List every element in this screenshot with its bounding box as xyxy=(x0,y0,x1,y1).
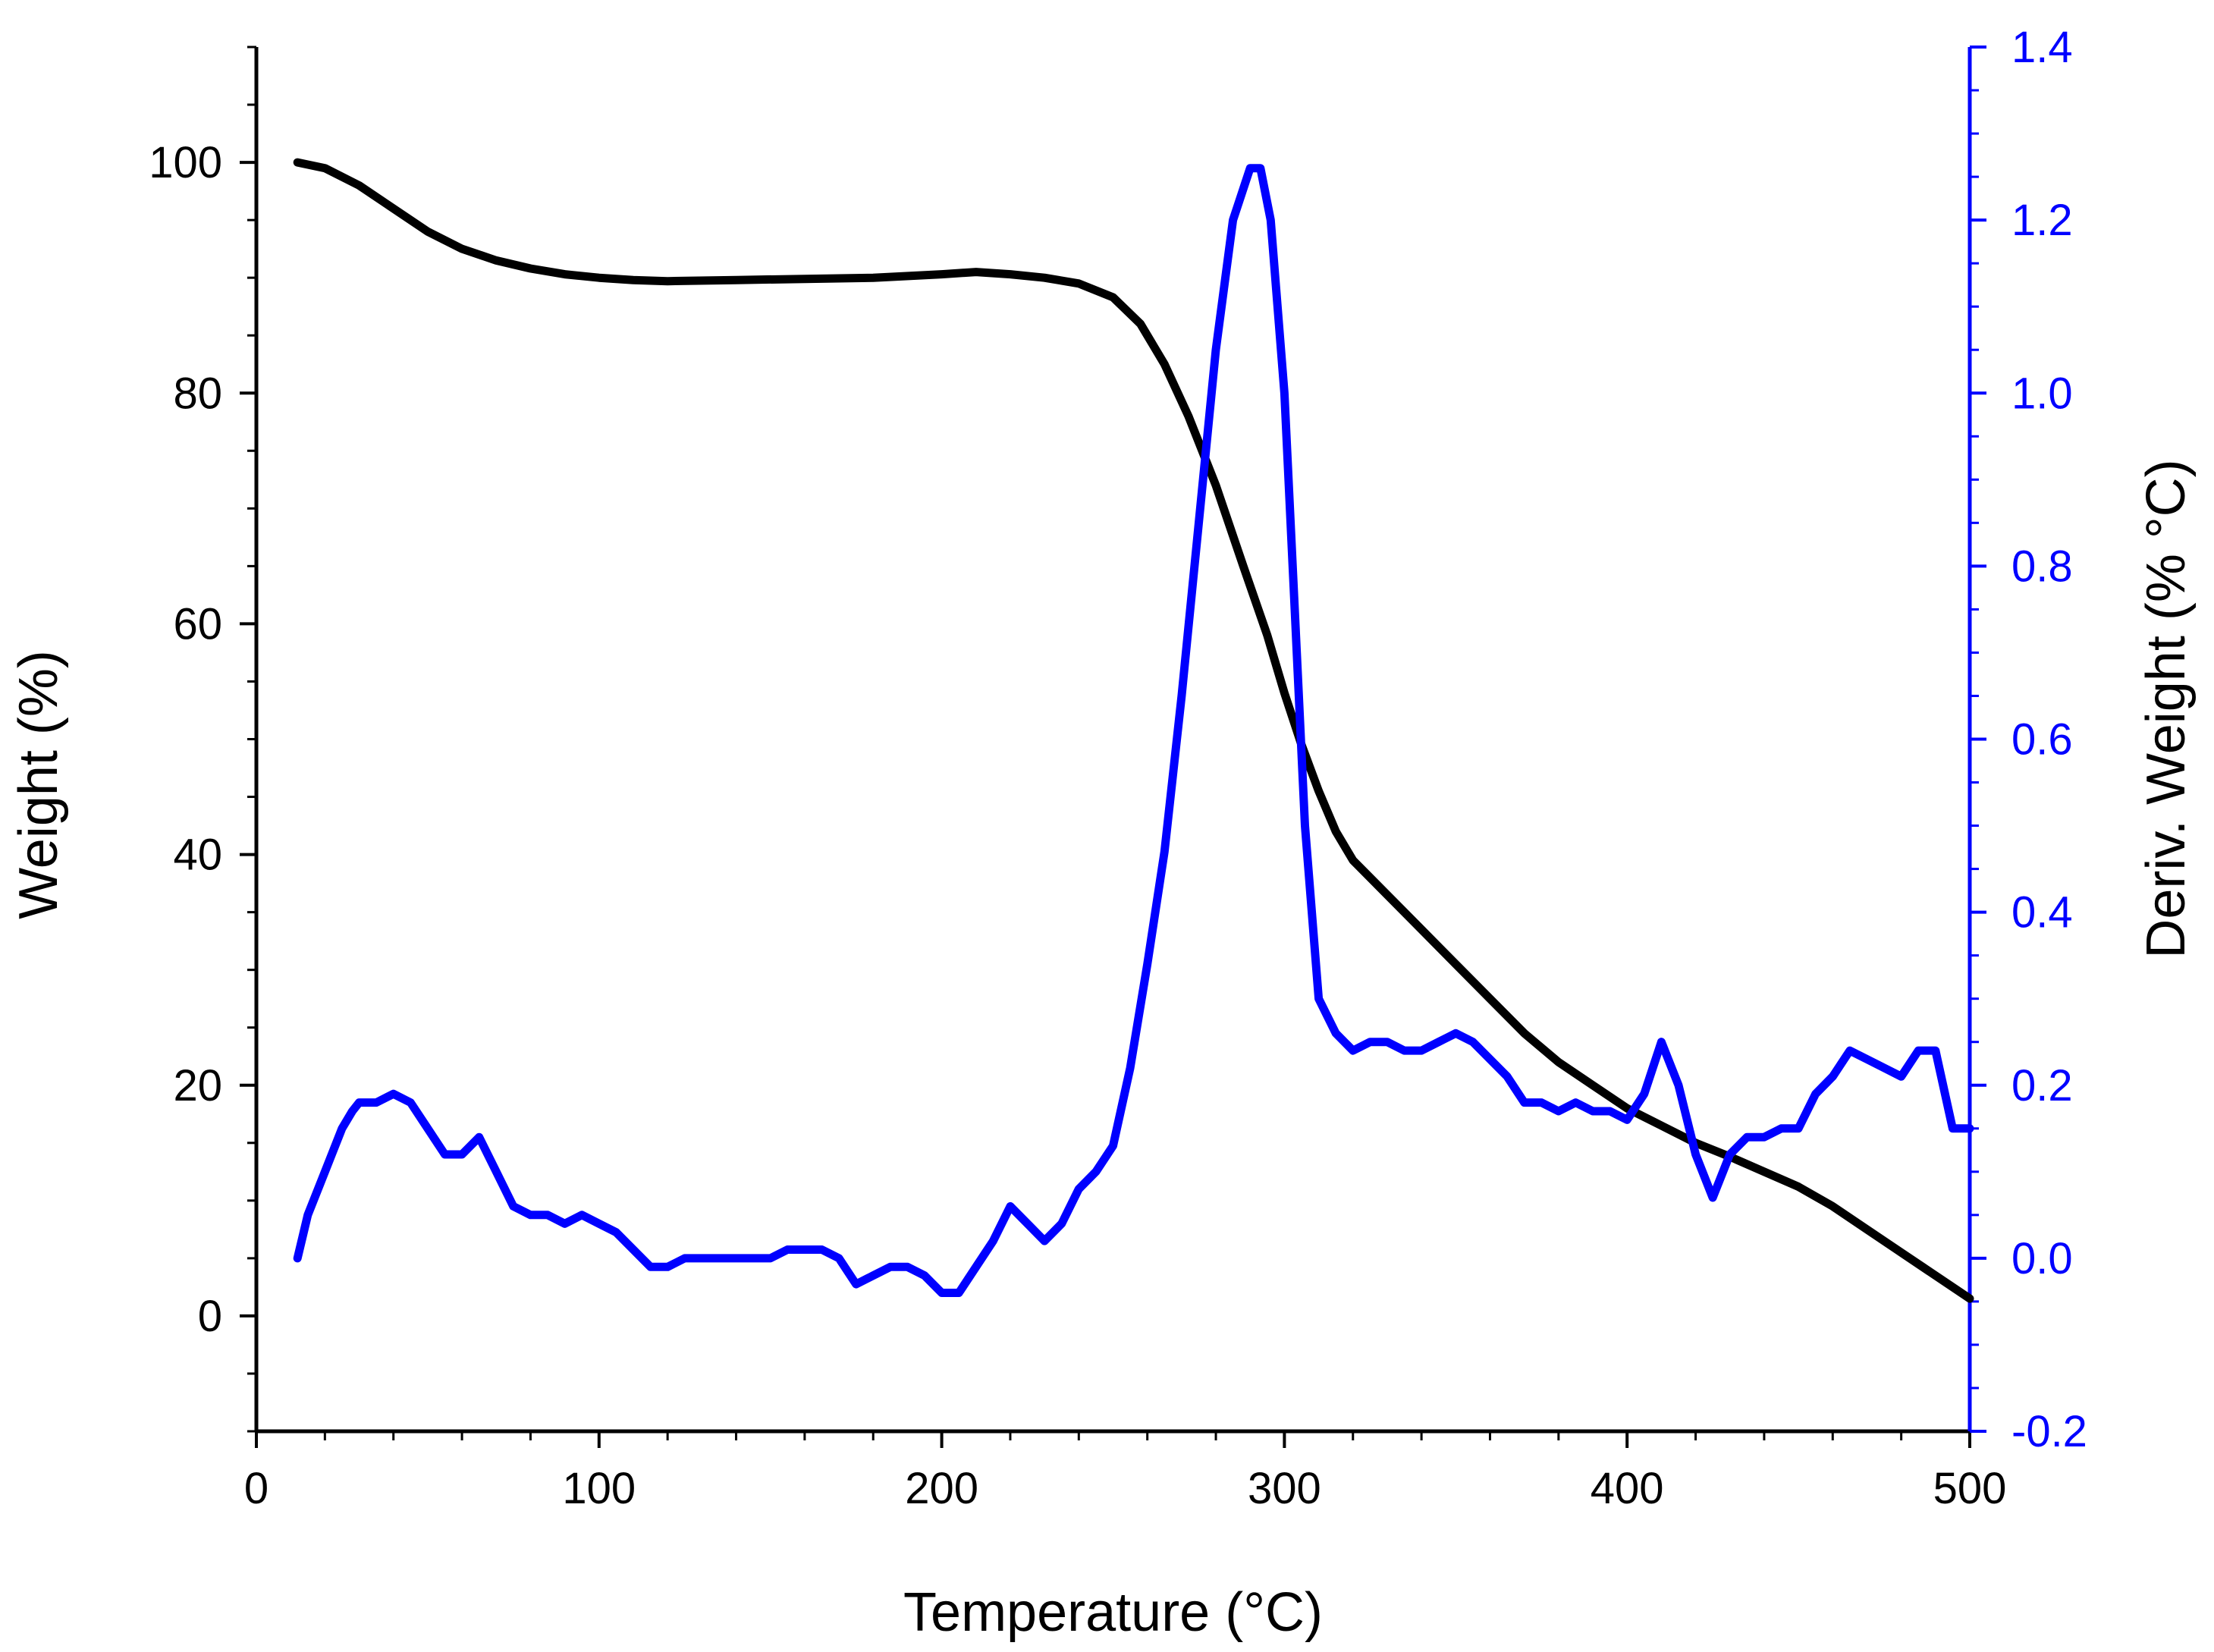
y-right-tick-label: 1.2 xyxy=(2011,196,2073,245)
deriv-weight-line xyxy=(293,164,1974,1297)
x-tick-label: 500 xyxy=(1933,1464,2007,1513)
y-left-tick-label: 0 xyxy=(198,1292,222,1341)
y-left-tick-label: 20 xyxy=(173,1061,222,1110)
x-tick-label: 100 xyxy=(562,1464,636,1513)
y-right-axis-title: Deriv. Weight (% °C) xyxy=(2136,459,2197,958)
y-right-tick-label: -0.2 xyxy=(2011,1407,2087,1456)
x-tick-label: 0 xyxy=(244,1464,269,1513)
y-left-tick-label: 80 xyxy=(173,369,222,418)
y-right-tick-label: 0.8 xyxy=(2011,542,2073,591)
x-tick-label: 200 xyxy=(905,1464,978,1513)
x-tick-label: 300 xyxy=(1248,1464,1321,1513)
y-right-tick-label: 1.0 xyxy=(2011,369,2073,418)
y-right-tick-label: 0.6 xyxy=(2011,715,2073,765)
y-right-tick-label: 0.4 xyxy=(2011,888,2073,937)
x-tick-label: 400 xyxy=(1591,1464,1664,1513)
y-right-tick-label: 0.0 xyxy=(2011,1234,2073,1283)
y-right-tick-label: 1.4 xyxy=(2011,23,2073,72)
y-left-tick-label: 40 xyxy=(173,831,222,880)
y-right-tick-label: 0.2 xyxy=(2011,1061,2073,1110)
y-left-tick-label: 100 xyxy=(149,138,222,187)
weight-line xyxy=(293,158,1974,1303)
y-left-tick-label: 60 xyxy=(173,599,222,649)
x-axis-title: Temperature (°C) xyxy=(903,1582,1323,1643)
y-left-axis-title: Weight (%) xyxy=(8,650,69,919)
